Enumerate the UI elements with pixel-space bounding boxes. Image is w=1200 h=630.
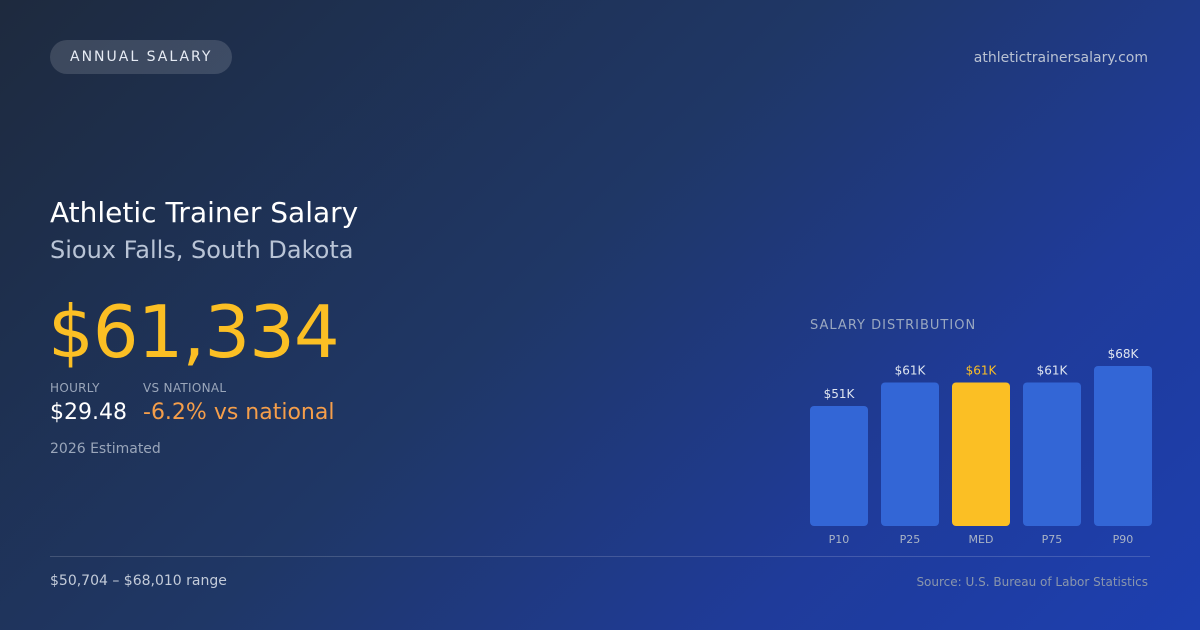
bar-value-label-p25: $61K [895, 363, 927, 377]
bar-p25 [881, 382, 939, 526]
category-label-p75: P75 [1042, 533, 1063, 546]
data-source: Source: U.S. Bureau of Labor Statistics [916, 575, 1148, 589]
bar-value-label-p10: $51K [824, 387, 856, 401]
salary-distribution-chart: $51K P10 $61K P25 $61K MED $61K P75 $68K P90 [810, 347, 1152, 546]
bar-value-label-med: $61K [966, 363, 998, 377]
location-subtitle: Sioux Falls, South Dakota [50, 236, 354, 264]
site-url[interactable]: athletictrainersalary.com [973, 50, 1148, 66]
hourly-label: HOURLY [50, 381, 100, 395]
bar-value-label-p90: $68K [1108, 347, 1140, 361]
footer-divider [50, 556, 1150, 557]
annual-salary-value: $61,334 [48, 290, 340, 374]
annual-salary-badge: ANNUAL SALARY [50, 40, 233, 74]
bar-p75 [1023, 382, 1081, 526]
page-title: Athletic Trainer Salary [50, 196, 359, 229]
bar-p90 [1094, 366, 1152, 526]
category-label-med: MED [969, 533, 994, 546]
hourly-value: $29.48 [50, 400, 127, 425]
vs-national-value: -6.2% vs national [143, 400, 335, 425]
estimate-note: 2026 Estimated [50, 441, 161, 457]
badge-label: ANNUAL SALARY [70, 49, 213, 65]
chart-title: SALARY DISTRIBUTION [810, 318, 977, 333]
bar-p10 [810, 406, 868, 526]
vs-national-label: VS NATIONAL [143, 381, 227, 395]
bar-med [952, 382, 1010, 526]
category-label-p90: P90 [1113, 533, 1134, 546]
salary-range: $50,704 – $68,010 range [50, 573, 227, 589]
bar-value-label-p75: $61K [1037, 363, 1069, 377]
category-label-p25: P25 [900, 533, 921, 546]
category-label-p10: P10 [829, 533, 850, 546]
